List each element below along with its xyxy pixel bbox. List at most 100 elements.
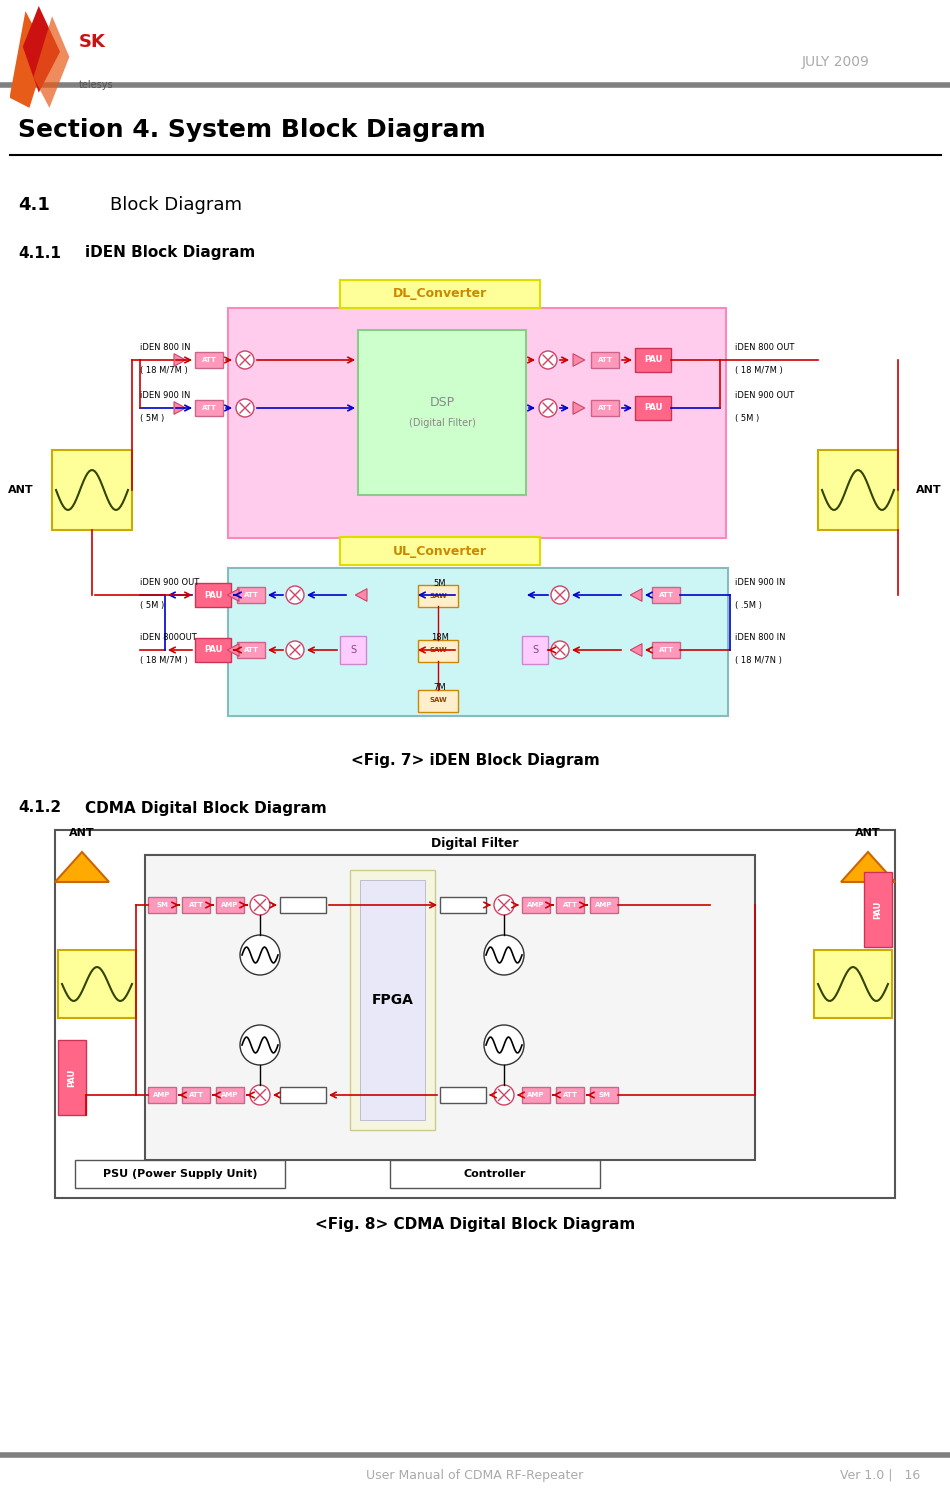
Polygon shape (355, 589, 367, 601)
Polygon shape (23, 6, 60, 93)
Text: A/D: A/D (456, 1092, 470, 1098)
Text: 4.1: 4.1 (18, 196, 49, 214)
Text: ATT: ATT (243, 647, 258, 653)
Bar (590, 897, 618, 912)
Bar (145, 855, 755, 1159)
Text: SK: SK (79, 33, 105, 51)
Polygon shape (573, 401, 584, 415)
Circle shape (539, 351, 557, 369)
Circle shape (286, 641, 304, 659)
Text: ( 18 M/7N ): ( 18 M/7N ) (735, 656, 782, 665)
Text: ATT: ATT (598, 404, 613, 410)
Text: D/A: D/A (456, 902, 470, 908)
Polygon shape (55, 852, 109, 882)
Circle shape (240, 935, 280, 975)
Text: PAU: PAU (644, 355, 662, 364)
Text: telesys: telesys (79, 81, 113, 90)
Bar (556, 1088, 584, 1103)
Polygon shape (573, 354, 584, 367)
Text: ATT: ATT (658, 647, 674, 653)
Circle shape (250, 894, 270, 915)
Text: User Manual of CDMA RF-Repeater: User Manual of CDMA RF-Repeater (367, 1468, 583, 1482)
Bar (864, 872, 892, 947)
Text: iDEN 800 OUT: iDEN 800 OUT (735, 343, 794, 352)
Polygon shape (841, 852, 895, 882)
Text: AMP: AMP (221, 902, 238, 908)
Text: (Digital Filter): (Digital Filter) (408, 418, 475, 427)
Bar (195, 352, 223, 369)
Bar (340, 637, 366, 664)
Circle shape (551, 586, 569, 604)
Text: ATT: ATT (201, 404, 217, 410)
Bar (590, 1088, 618, 1103)
Bar (52, 449, 132, 530)
Text: PAU: PAU (67, 1068, 77, 1088)
Text: Ver 1.0 |   16: Ver 1.0 | 16 (840, 1468, 920, 1482)
Bar (652, 643, 680, 658)
Bar (148, 1088, 176, 1103)
Text: 18M: 18M (431, 634, 449, 643)
Bar (228, 309, 726, 538)
Bar (237, 643, 265, 658)
Bar (350, 870, 435, 1129)
Circle shape (484, 1025, 524, 1065)
Text: AMP: AMP (153, 1092, 171, 1098)
Bar (75, 1159, 285, 1188)
Bar (522, 897, 550, 912)
Text: AMP: AMP (596, 902, 613, 908)
Bar (814, 950, 892, 1019)
Circle shape (484, 935, 524, 975)
Text: iDEN Block Diagram: iDEN Block Diagram (85, 246, 256, 261)
Text: iDEN 900 IN: iDEN 900 IN (140, 391, 190, 400)
Bar (418, 640, 458, 662)
Text: ( 18 M/7M ): ( 18 M/7M ) (735, 366, 783, 374)
Text: ATT: ATT (188, 1092, 203, 1098)
Bar (182, 1088, 210, 1103)
Bar (58, 950, 136, 1019)
Bar (58, 1040, 86, 1115)
Bar (652, 587, 680, 604)
Circle shape (250, 1085, 270, 1106)
Text: JULY 2009: JULY 2009 (802, 55, 870, 69)
Bar (280, 1088, 326, 1103)
Text: CDMA Digital Block Diagram: CDMA Digital Block Diagram (85, 800, 327, 815)
Text: 7M: 7M (434, 683, 446, 692)
Bar (228, 568, 728, 716)
Text: S: S (350, 646, 356, 655)
Text: Digital Filter: Digital Filter (431, 836, 519, 849)
Text: iDEN 900 OUT: iDEN 900 OUT (735, 391, 794, 400)
Bar (635, 395, 671, 419)
Bar (55, 830, 895, 1198)
Text: ATT: ATT (188, 902, 203, 908)
Text: ( 18 M/7M ): ( 18 M/7M ) (140, 366, 188, 374)
Bar (418, 586, 458, 607)
Text: Block Diagram: Block Diagram (110, 196, 242, 214)
Text: ( .5M ): ( .5M ) (735, 601, 762, 610)
Bar (195, 583, 231, 607)
Text: ANT: ANT (916, 485, 941, 494)
Text: <Fig. 8> CDMA Digital Block Diagram: <Fig. 8> CDMA Digital Block Diagram (314, 1218, 636, 1233)
Text: AMP: AMP (527, 1092, 544, 1098)
Bar (340, 280, 540, 309)
Text: Controller: Controller (464, 1168, 526, 1179)
Circle shape (236, 351, 254, 369)
Bar (818, 449, 898, 530)
Polygon shape (630, 589, 642, 601)
Text: D/A: D/A (296, 1092, 310, 1098)
Text: ANT: ANT (9, 485, 34, 494)
Bar (360, 879, 425, 1121)
Bar (591, 400, 619, 416)
Circle shape (539, 398, 557, 416)
Text: S: S (532, 646, 538, 655)
Text: PAU: PAU (204, 646, 222, 655)
Bar (148, 897, 176, 912)
Polygon shape (10, 10, 47, 108)
Bar (440, 1088, 486, 1103)
Bar (591, 352, 619, 369)
Bar (635, 348, 671, 372)
Circle shape (240, 1025, 280, 1065)
Bar (358, 330, 526, 494)
Bar (556, 897, 584, 912)
Text: 5M: 5M (434, 578, 446, 587)
Text: ATT: ATT (562, 1092, 578, 1098)
